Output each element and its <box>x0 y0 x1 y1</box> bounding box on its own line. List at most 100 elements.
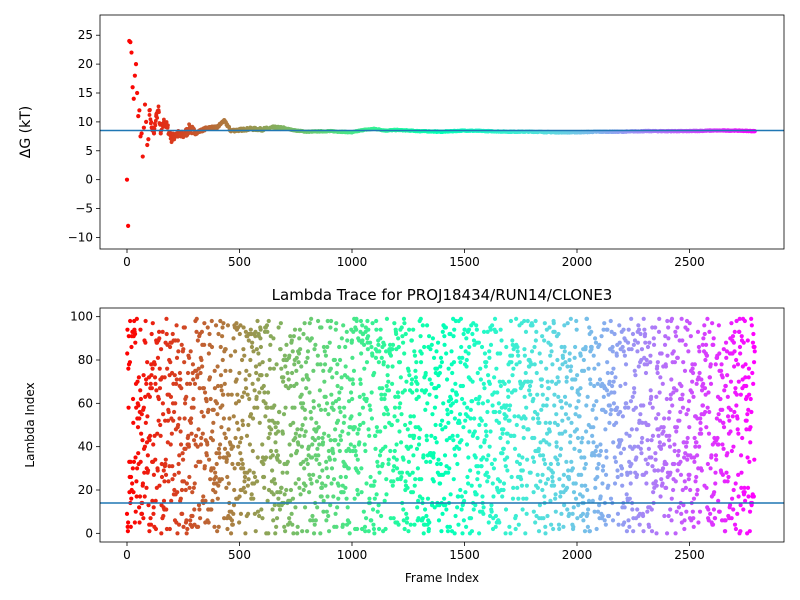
lambda-point <box>133 340 138 345</box>
lambda-point <box>384 316 390 321</box>
lambda-point <box>690 366 695 371</box>
lambda-point <box>126 520 131 525</box>
lambda-point <box>694 474 699 480</box>
lambda-point <box>748 396 753 402</box>
lambda-point <box>491 466 497 471</box>
lambda-point <box>704 353 710 358</box>
lambda-point <box>668 470 673 475</box>
lambda-point <box>191 438 197 443</box>
lambda-point <box>223 435 229 441</box>
lambda-point <box>372 531 377 536</box>
lambda-point <box>610 349 615 354</box>
lambda-point <box>289 511 294 516</box>
lambda-point <box>642 327 647 332</box>
lambda-point <box>311 368 316 373</box>
lambda-point <box>238 323 243 328</box>
lambda-point <box>187 381 193 386</box>
lambda-point <box>749 316 754 321</box>
lambda-point <box>311 472 316 477</box>
lambda-point <box>248 327 253 332</box>
lambda-point <box>705 316 710 321</box>
lambda-point <box>166 479 171 484</box>
lambda-point <box>378 336 383 341</box>
lambda-point <box>516 353 521 358</box>
lambda-point <box>513 513 518 519</box>
lambda-point <box>406 529 411 534</box>
lambda-point <box>503 464 508 469</box>
lambda-point <box>316 403 322 408</box>
lambda-point <box>242 474 248 480</box>
lambda-point <box>168 360 173 365</box>
lambda-point <box>153 498 158 503</box>
lambda-point <box>339 336 344 341</box>
lambda-point <box>491 494 496 499</box>
lambda-point <box>299 444 305 449</box>
lambda-point <box>344 496 349 501</box>
lambda-point <box>675 468 680 473</box>
lambda-point <box>545 477 551 482</box>
lambda-point <box>157 366 162 371</box>
lambda-point <box>320 440 326 445</box>
lambda-point <box>503 531 508 536</box>
lambda-point <box>556 331 561 337</box>
lambda-point <box>456 522 461 527</box>
lambda-point <box>751 494 756 499</box>
lambda-point <box>398 401 403 406</box>
lambda-point <box>498 351 503 356</box>
lambda-point <box>728 407 733 412</box>
lambda-point <box>178 377 183 382</box>
lambda-point <box>496 401 501 406</box>
lambda-point <box>202 390 208 395</box>
lambda-point <box>608 318 613 324</box>
lambda-point <box>248 357 253 363</box>
lambda-point <box>309 316 314 321</box>
lambda-point <box>510 338 515 343</box>
lambda-point <box>451 438 456 443</box>
lambda-point <box>667 444 673 449</box>
lambda-point <box>431 479 436 484</box>
lambda-point <box>510 373 515 378</box>
lambda-point <box>237 494 242 499</box>
lambda-point <box>374 327 379 332</box>
lambda-point <box>169 431 174 436</box>
lambda-point <box>207 375 213 380</box>
lambda-point <box>640 435 645 441</box>
lambda-point <box>184 394 189 399</box>
lambda-point <box>669 518 674 523</box>
lambda-point <box>695 329 701 334</box>
lambda-point <box>360 323 365 328</box>
lambda-point <box>230 461 235 467</box>
lambda-point <box>585 487 590 493</box>
lambda-point <box>266 435 271 441</box>
lambda-point <box>651 342 657 347</box>
lambda-point <box>493 524 498 529</box>
lambda-point <box>734 403 739 408</box>
lambda-point <box>376 503 381 508</box>
lambda-point <box>262 390 267 395</box>
lambda-point <box>424 513 429 519</box>
lambda-point <box>328 325 333 330</box>
lambda-point <box>400 340 406 345</box>
lambda-point <box>447 466 452 471</box>
lambda-point <box>682 479 687 484</box>
lambda-point <box>453 453 458 458</box>
lambda-point <box>265 329 270 334</box>
lambda-point <box>454 399 459 404</box>
lambda-point <box>648 388 653 393</box>
lambda-point <box>302 505 308 510</box>
lambda-point <box>165 440 170 445</box>
lambda-point <box>501 427 506 432</box>
lambda-point <box>195 524 201 529</box>
lambda-point <box>693 479 698 484</box>
lambda-point <box>475 435 480 441</box>
lambda-point <box>626 405 631 410</box>
lambda-point <box>266 318 271 324</box>
lambda-point <box>747 509 753 514</box>
lambda-point <box>160 329 165 334</box>
lambda-point <box>338 474 343 480</box>
lambda-point <box>141 405 146 410</box>
lambda-point <box>301 459 306 464</box>
lambda-point <box>439 360 444 365</box>
lambda-point <box>685 327 690 332</box>
